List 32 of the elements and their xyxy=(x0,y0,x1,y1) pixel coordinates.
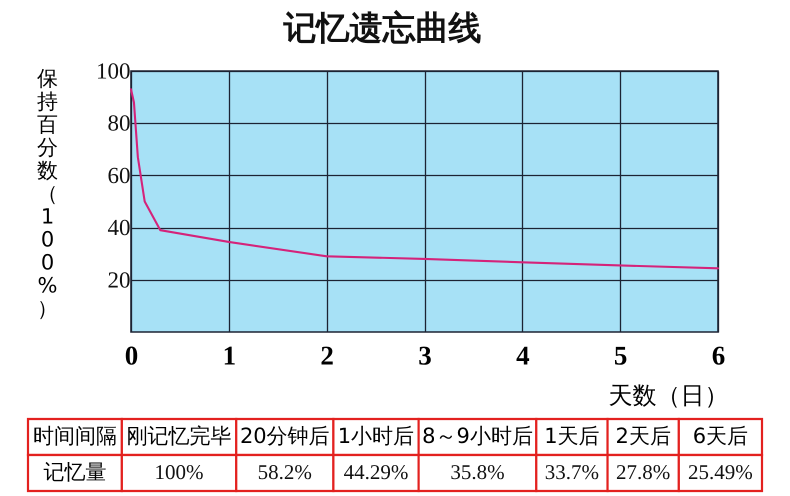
category-label: 8～9小时后 xyxy=(422,424,533,448)
y-tick-label: 20 xyxy=(108,267,130,292)
x-tick-label: 1 xyxy=(222,340,236,370)
y-tick-label: 80 xyxy=(108,110,130,136)
text: 时间间隔 xyxy=(32,424,117,448)
text: 25.49% xyxy=(688,460,753,484)
x-tick-label: 4 xyxy=(516,340,530,370)
x-tick-label: 5 xyxy=(614,340,628,370)
text: 保持百分数（100%） xyxy=(37,66,58,320)
y-tick-label: 100 xyxy=(96,58,130,84)
chart-title: 记忆遗忘曲线 xyxy=(282,8,482,47)
category-label: 1小时后 xyxy=(338,424,414,448)
text: 35.8% xyxy=(450,460,505,484)
text: 44.29% xyxy=(344,460,408,484)
category-label: 1天后 xyxy=(544,424,600,448)
text: 记忆量 xyxy=(43,460,106,484)
x-tick-label: 3 xyxy=(418,340,432,370)
category-label: 2天后 xyxy=(616,424,671,448)
y-tick-label: 60 xyxy=(108,162,130,188)
text: 100% xyxy=(154,460,204,484)
text: 27.8% xyxy=(616,460,670,484)
y-tick-label: 40 xyxy=(108,215,130,240)
category-label: 20分钟后 xyxy=(240,424,330,448)
text: 58.2% xyxy=(258,460,312,484)
text: 33.7% xyxy=(544,460,600,484)
x-axis-title: 天数（日） xyxy=(608,382,728,410)
x-tick-label: 2 xyxy=(320,340,334,370)
x-tick-label: 6 xyxy=(712,340,726,370)
line-series xyxy=(130,88,720,270)
x-tick-label: 0 xyxy=(124,340,138,370)
category-label: 6天后 xyxy=(692,424,748,448)
category-label: 刚记忆完毕 xyxy=(126,424,232,448)
